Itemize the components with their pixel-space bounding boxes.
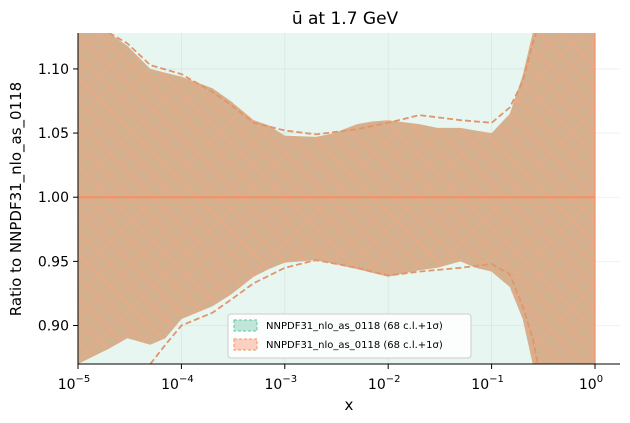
- y-tick-label-2: 1.00: [38, 190, 69, 206]
- legend-swatch-1: [233, 319, 258, 332]
- x-tick-label-5: 100: [579, 374, 603, 393]
- dashed-upper-series-2: [108, 33, 538, 136]
- x-tick-label-0: 10−5: [58, 374, 91, 393]
- y-axis-label: Ratio to NNPDF31_nlo_as_0118: [7, 82, 26, 316]
- x-tick-label-2: 10−3: [265, 374, 298, 393]
- legend-swatch-2: [233, 338, 258, 351]
- y-tick-label-3: 1.05: [38, 126, 69, 142]
- y-ticks: 0.90 0.95 1.00 1.05 1.10: [38, 62, 78, 335]
- bands: [78, 33, 596, 364]
- y-tick-label-1: 0.95: [38, 254, 69, 270]
- x-ticks: 10−5 10−4 10−3 10−2 10−1 100: [58, 364, 603, 393]
- y-tick-label-4: 1.10: [38, 62, 69, 78]
- chart-title: ū at 1.7 GeV: [292, 9, 399, 29]
- x-tick-label-4: 10−1: [471, 374, 504, 393]
- legend: NNPDF31_nlo_as_0118 (68 c.l.+1σ) NNPDF31…: [227, 313, 472, 359]
- x-tick-label-1: 10−4: [161, 374, 194, 393]
- y-tick-label-0: 0.90: [38, 319, 69, 335]
- legend-label-1: NNPDF31_nlo_as_0118 (68 c.l.+1σ): [266, 321, 443, 332]
- band-hatch-series-2: [78, 33, 595, 364]
- x-axis-label: x: [345, 396, 354, 414]
- x-tick-label-3: 10−2: [368, 374, 401, 393]
- legend-label-2: NNPDF31_nlo_as_0118 (68 c.l.+1σ): [266, 340, 443, 351]
- legend-box: [227, 313, 472, 359]
- dashed-lines: [108, 33, 539, 364]
